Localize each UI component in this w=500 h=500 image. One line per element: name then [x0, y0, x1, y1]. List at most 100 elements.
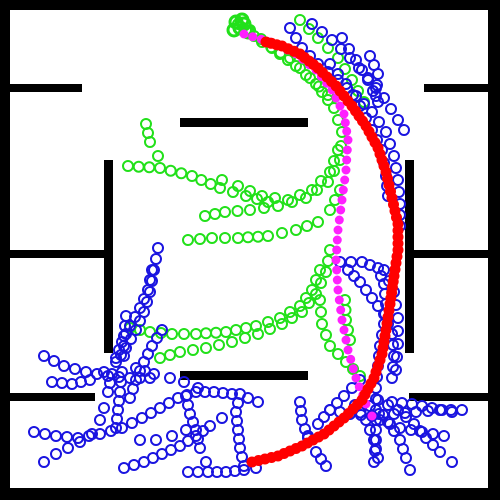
blue-trajectory-point [58, 360, 70, 372]
blue-trajectory-point [94, 428, 106, 440]
blue-trajectory-point [194, 442, 206, 454]
green-trajectory-point [332, 348, 344, 360]
blue-trajectory-point [390, 364, 402, 376]
blue-trajectory-point [238, 464, 250, 476]
green-trajectory-point [290, 224, 302, 236]
green-trajectory-point [231, 205, 244, 217]
blue-trajectory-point [350, 54, 362, 66]
magenta-path-point [348, 364, 358, 374]
blue-trajectory-point [332, 68, 344, 80]
green-trajectory-point [306, 284, 318, 296]
blue-trajectory-point [372, 68, 384, 80]
magenta-path-point [342, 155, 352, 165]
magenta-path-point [343, 345, 353, 355]
green-trajectory-point [320, 266, 332, 278]
blue-trajectory-point [306, 18, 318, 30]
wall-inner-left [104, 160, 113, 353]
blue-trajectory-point [136, 412, 148, 424]
blue-trajectory-point [427, 428, 439, 440]
blue-trajectory-point [398, 124, 410, 136]
green-trajectory-point [219, 232, 231, 244]
blue-trajectory-point [405, 424, 417, 436]
green-trajectory-point [194, 233, 206, 245]
wall-left-lower [10, 393, 95, 401]
blue-trajectory-point [372, 300, 384, 312]
green-trajectory-point [244, 204, 256, 216]
wall-left-middle [10, 250, 108, 258]
blue-trajectory-point [384, 418, 396, 430]
magenta-path-point [335, 101, 345, 111]
green-trajectory-point [178, 328, 190, 340]
blue-trajectory-point [178, 376, 190, 388]
magenta-path-point [341, 165, 351, 175]
green-trajectory-point [324, 340, 336, 352]
blue-trajectory-point [226, 388, 238, 400]
magenta-path-point [339, 325, 349, 335]
green-trajectory-point [310, 274, 322, 286]
blue-trajectory-point [72, 432, 84, 444]
magenta-path-point [332, 245, 342, 255]
wall-left-upper [10, 84, 82, 92]
magenta-path-point [338, 185, 348, 195]
wall-right-upper [424, 84, 488, 92]
magenta-path-point [339, 109, 349, 119]
blue-trajectory-point [387, 361, 399, 373]
blue-trajectory-point [366, 106, 378, 118]
blue-trajectory-point [366, 292, 378, 304]
green-trajectory-point [232, 232, 244, 244]
green-trajectory-point [316, 86, 328, 98]
green-trajectory-point [154, 162, 166, 174]
blue-trajectory-point [118, 350, 130, 362]
green-trajectory-point [199, 210, 211, 222]
blue-trajectory-point [378, 264, 390, 276]
blue-trajectory-point [80, 366, 92, 378]
blue-trajectory-point [390, 162, 402, 174]
blue-trajectory-point [48, 355, 60, 367]
blue-trajectory-point [336, 32, 348, 44]
blue-trajectory-point [69, 363, 81, 375]
green-trajectory-point [276, 227, 288, 239]
green-trajectory-point [296, 306, 308, 318]
blue-trajectory-point [83, 430, 95, 442]
blue-trajectory-point [102, 370, 114, 382]
green-trajectory-point [294, 300, 306, 312]
planned-path-red [246, 36, 404, 468]
magenta-path-point [342, 126, 352, 136]
blue-trajectory-point [372, 394, 384, 406]
magenta-path-point [341, 335, 351, 345]
green-trajectory-point [190, 328, 202, 340]
magenta-path-point [248, 32, 258, 42]
blue-trajectory-point [124, 392, 136, 404]
blue-trajectory-point [150, 434, 162, 446]
green-trajectory-point [294, 189, 306, 201]
blue-trajectory-point [400, 452, 412, 464]
blue-trajectory-point [331, 397, 343, 409]
blue-trajectory-point [324, 404, 336, 416]
green-trajectory-point [301, 220, 313, 232]
blue-trajectory-point [348, 270, 360, 282]
blue-trajectory-point [62, 442, 74, 454]
blue-trajectory-point [385, 103, 397, 115]
green-trajectory-point [251, 193, 263, 205]
green-trajectory-point [262, 316, 274, 328]
green-trajectory-point [175, 167, 188, 180]
green-trajectory-point [324, 204, 336, 216]
blue-trajectory-point [164, 372, 176, 384]
blue-trajectory-point [354, 276, 366, 288]
green-start-cluster-point [234, 12, 250, 28]
blue-trajectory-point [28, 426, 40, 438]
blue-trajectory-point [371, 79, 383, 91]
magenta-path-point [340, 118, 350, 128]
green-trajectory-point [252, 328, 264, 340]
magenta-path-point [346, 354, 356, 364]
blue-trajectory-point [408, 418, 420, 430]
magenta-path-point [337, 195, 347, 205]
green-trajectory-point [240, 190, 252, 202]
magenta-path-point [334, 215, 344, 225]
wall-right-lower [409, 393, 488, 401]
green-trajectory-point [314, 294, 326, 306]
green-trajectory-point [187, 344, 199, 356]
blue-trajectory-point [216, 412, 228, 424]
blue-trajectory-point [364, 424, 376, 436]
magenta-path-point [332, 275, 342, 285]
